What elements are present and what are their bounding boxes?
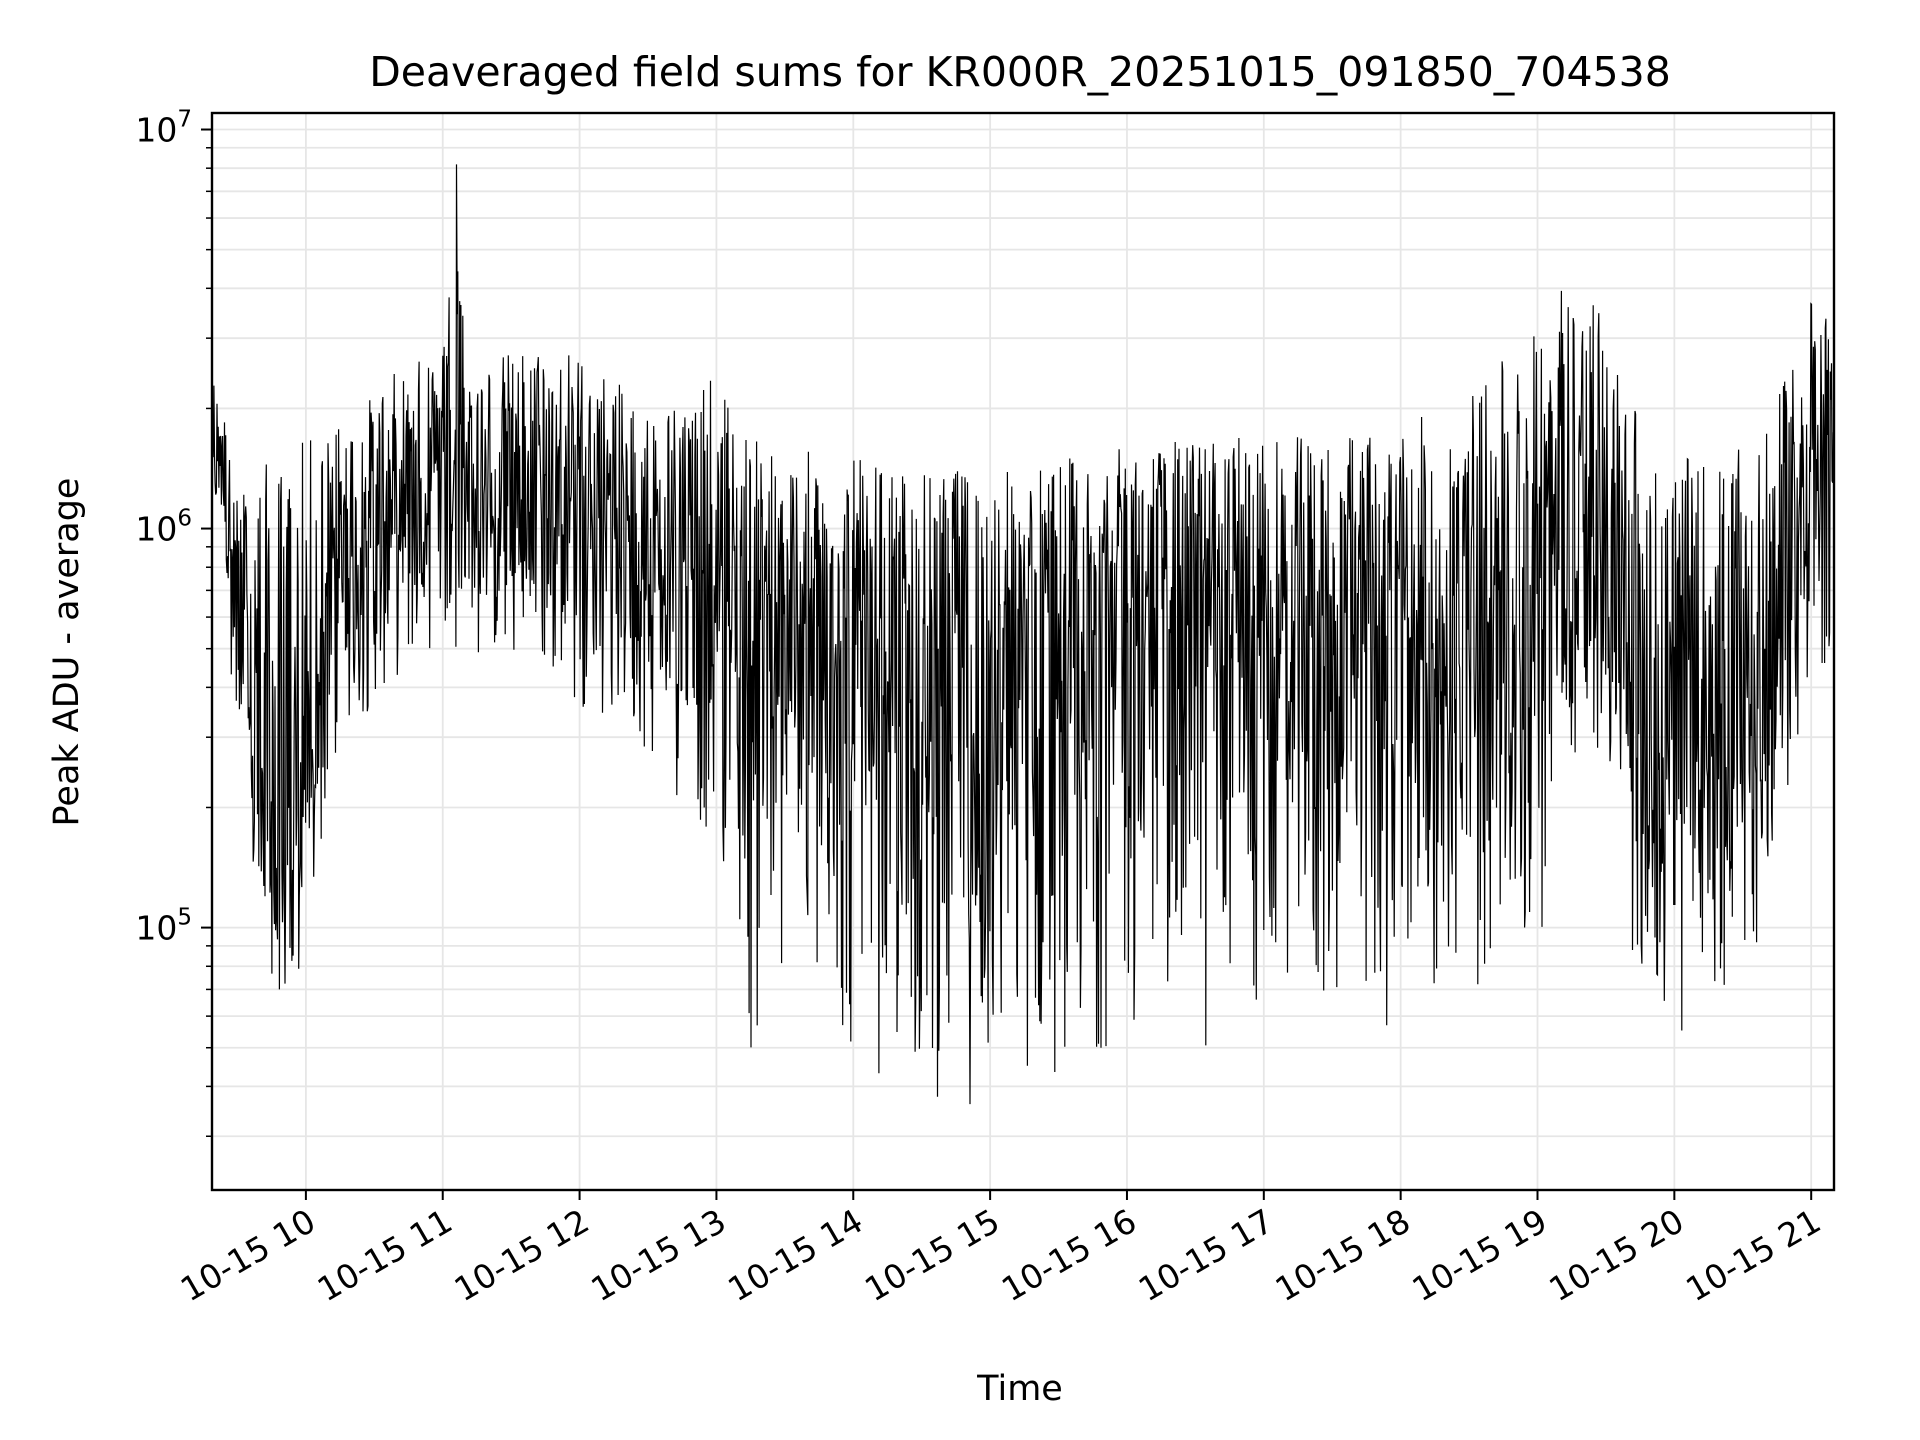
- y-tick-label: 107: [135, 107, 192, 150]
- series-line-group: [211, 164, 1835, 1105]
- y-tick-label: 105: [135, 905, 192, 948]
- series-line: [211, 164, 1835, 1105]
- y-axis-ticks: 105 106 107: [135, 107, 212, 1137]
- chart-title: Deaveraged field sums for KR000R_2025101…: [369, 48, 1671, 96]
- y-tick-label: 106: [135, 506, 192, 549]
- plot-frame: [210, 111, 1836, 1192]
- y-axis-label: Peak ADU - average: [47, 478, 87, 827]
- x-axis-label: Time: [976, 1369, 1063, 1409]
